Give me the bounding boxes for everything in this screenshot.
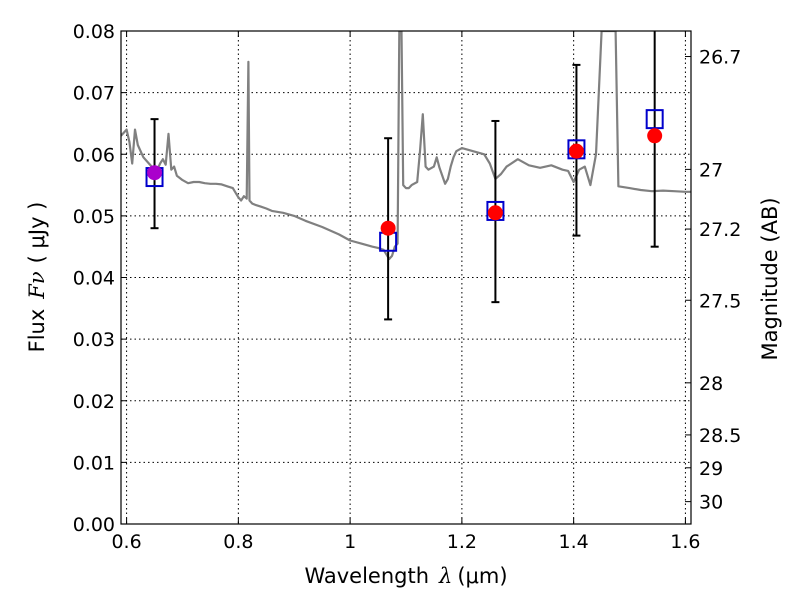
synthetic-photometry [145, 109, 664, 252]
x-axis-title: Wavelength λ (μm) [304, 564, 507, 588]
y2-tick-label-7: 30 [699, 492, 723, 514]
y2-tick-label-0: 26.7 [699, 47, 741, 69]
observed-point-4 [647, 128, 663, 144]
error-bars [150, 31, 659, 321]
y-axis-ticks: 0.00 0.01 0.02 0.03 0.04 0.05 0.06 0.07 0.08 [73, 21, 127, 536]
y-tick-label-7: 0.07 [73, 83, 115, 105]
grid [121, 30, 691, 525]
y2-axis-ticks: 26.7 27 27.2 27.5 28 28.5 29 30 [685, 47, 741, 514]
x-tick-label-1: 0.8 [223, 531, 253, 553]
y2-tick-label-3: 27.5 [699, 290, 741, 312]
x-tick-label-2: 1 [344, 531, 356, 553]
observed-photometry [147, 128, 663, 236]
x-tick-label-5: 1.6 [670, 531, 700, 553]
observed-point-2 [487, 205, 503, 221]
y2-tick-label-2: 27.2 [699, 219, 741, 241]
y2-tick-label-6: 29 [699, 458, 723, 480]
y-tick-label-1: 0.01 [73, 452, 115, 474]
synthetic-point-4 [645, 109, 664, 130]
y2-axis-title: Magnitude (AB) [758, 197, 782, 360]
x-tick-label-0: 0.6 [111, 531, 141, 553]
observed-point-3 [568, 143, 584, 159]
y-tick-label-4: 0.04 [73, 268, 115, 290]
x-tick-label-4: 1.4 [559, 531, 589, 553]
x-axis-ticks: 0.6 0.8 1 1.2 1.4 1.6 [111, 31, 701, 553]
y-tick-label-0: 0.00 [73, 514, 115, 536]
observed-point-1 [380, 220, 396, 236]
y-tick-label-8: 0.08 [73, 21, 115, 43]
y-tick-label-6: 0.06 [73, 144, 115, 166]
y-axis-title: FluxFν( μJy ) [25, 202, 49, 353]
y-tick-label-5: 0.05 [73, 206, 115, 228]
y-tick-label-3: 0.03 [73, 329, 115, 351]
y-tick-label-2: 0.02 [73, 391, 115, 413]
y2-tick-label-4: 28 [699, 373, 723, 395]
y2-tick-label-1: 27 [699, 159, 723, 181]
model-spectrum-line [121, 31, 691, 261]
observed-point-0 [147, 165, 163, 181]
x-tick-label-3: 1.2 [447, 531, 477, 553]
y2-tick-label-5: 28.5 [699, 425, 741, 447]
